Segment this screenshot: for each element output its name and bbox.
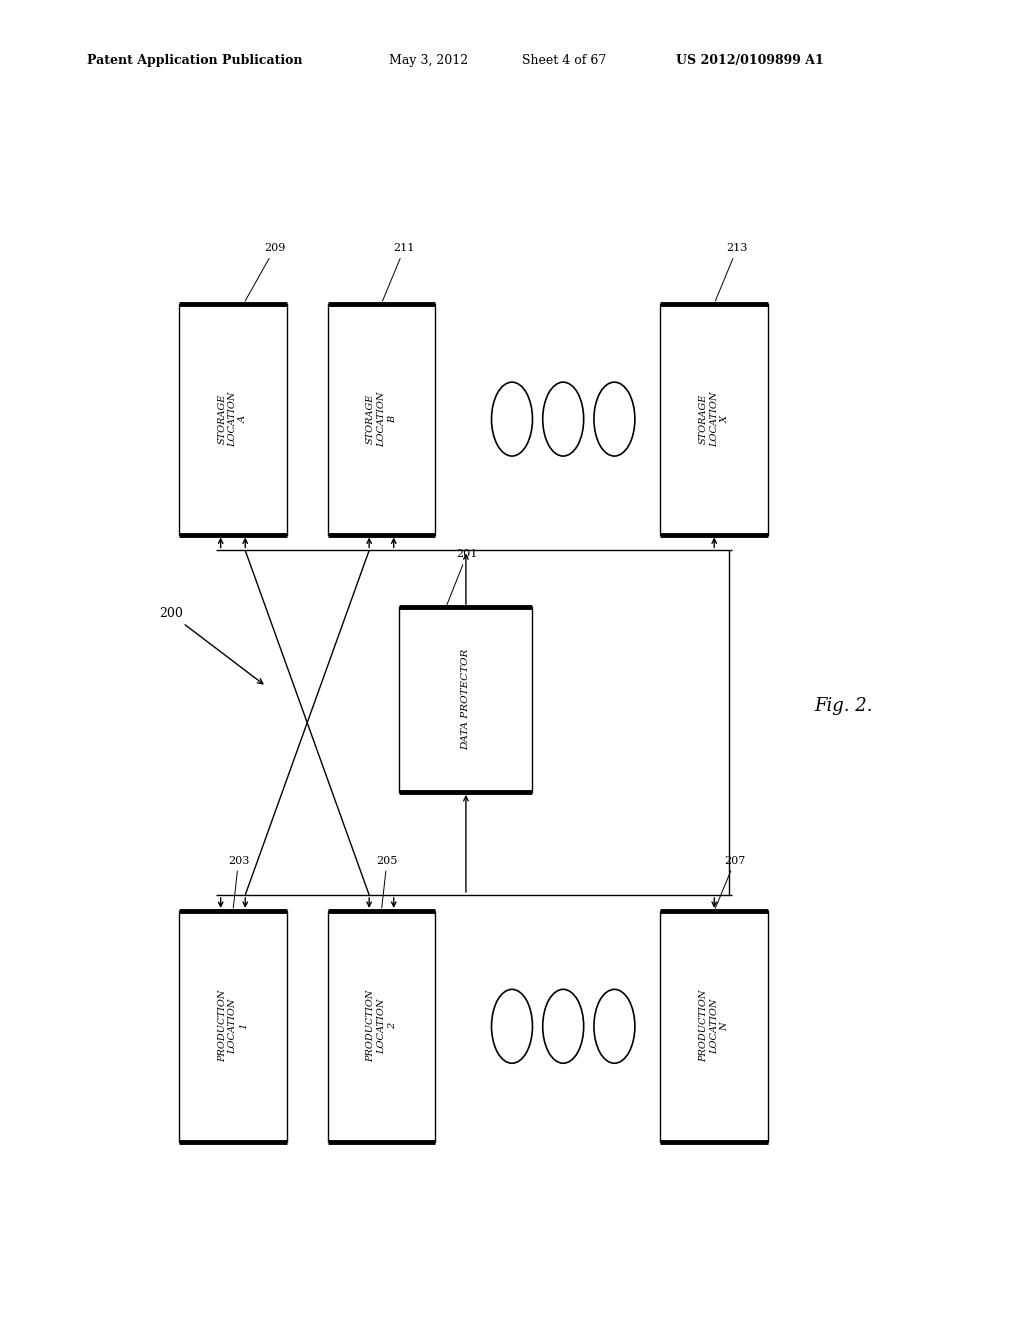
Bar: [179, 304, 287, 535]
Text: Patent Application Publication: Patent Application Publication: [87, 54, 302, 67]
Text: Fig. 2.: Fig. 2.: [814, 697, 872, 715]
Bar: [328, 911, 435, 1142]
Text: STORAGE
LOCATION
X: STORAGE LOCATION X: [699, 392, 729, 446]
Text: PRODUCTION
LOCATION
2: PRODUCTION LOCATION 2: [367, 990, 396, 1063]
Bar: [399, 607, 532, 792]
Ellipse shape: [543, 990, 584, 1064]
Text: 201: 201: [446, 549, 477, 605]
Text: 200: 200: [159, 607, 263, 684]
Text: PRODUCTION
LOCATION
1: PRODUCTION LOCATION 1: [218, 990, 248, 1063]
Ellipse shape: [492, 383, 532, 457]
Text: May 3, 2012: May 3, 2012: [389, 54, 468, 67]
Text: STORAGE
LOCATION
B: STORAGE LOCATION B: [367, 392, 396, 446]
Text: Sheet 4 of 67: Sheet 4 of 67: [522, 54, 606, 67]
Bar: [660, 911, 768, 1142]
Text: 203: 203: [227, 855, 249, 908]
Text: US 2012/0109899 A1: US 2012/0109899 A1: [676, 54, 823, 67]
Text: DATA PROTECTOR: DATA PROTECTOR: [462, 649, 470, 750]
Text: 213: 213: [716, 243, 748, 301]
Ellipse shape: [594, 383, 635, 457]
Text: 209: 209: [245, 243, 286, 301]
Text: 205: 205: [377, 855, 397, 908]
Bar: [179, 911, 287, 1142]
Text: STORAGE
LOCATION
A: STORAGE LOCATION A: [218, 392, 248, 446]
Text: PRODUCTION
LOCATION
N: PRODUCTION LOCATION N: [699, 990, 729, 1063]
Text: 211: 211: [383, 243, 415, 301]
Bar: [660, 304, 768, 535]
Text: 207: 207: [716, 855, 745, 908]
Ellipse shape: [492, 990, 532, 1064]
Ellipse shape: [594, 990, 635, 1064]
Bar: [328, 304, 435, 535]
Ellipse shape: [543, 383, 584, 457]
